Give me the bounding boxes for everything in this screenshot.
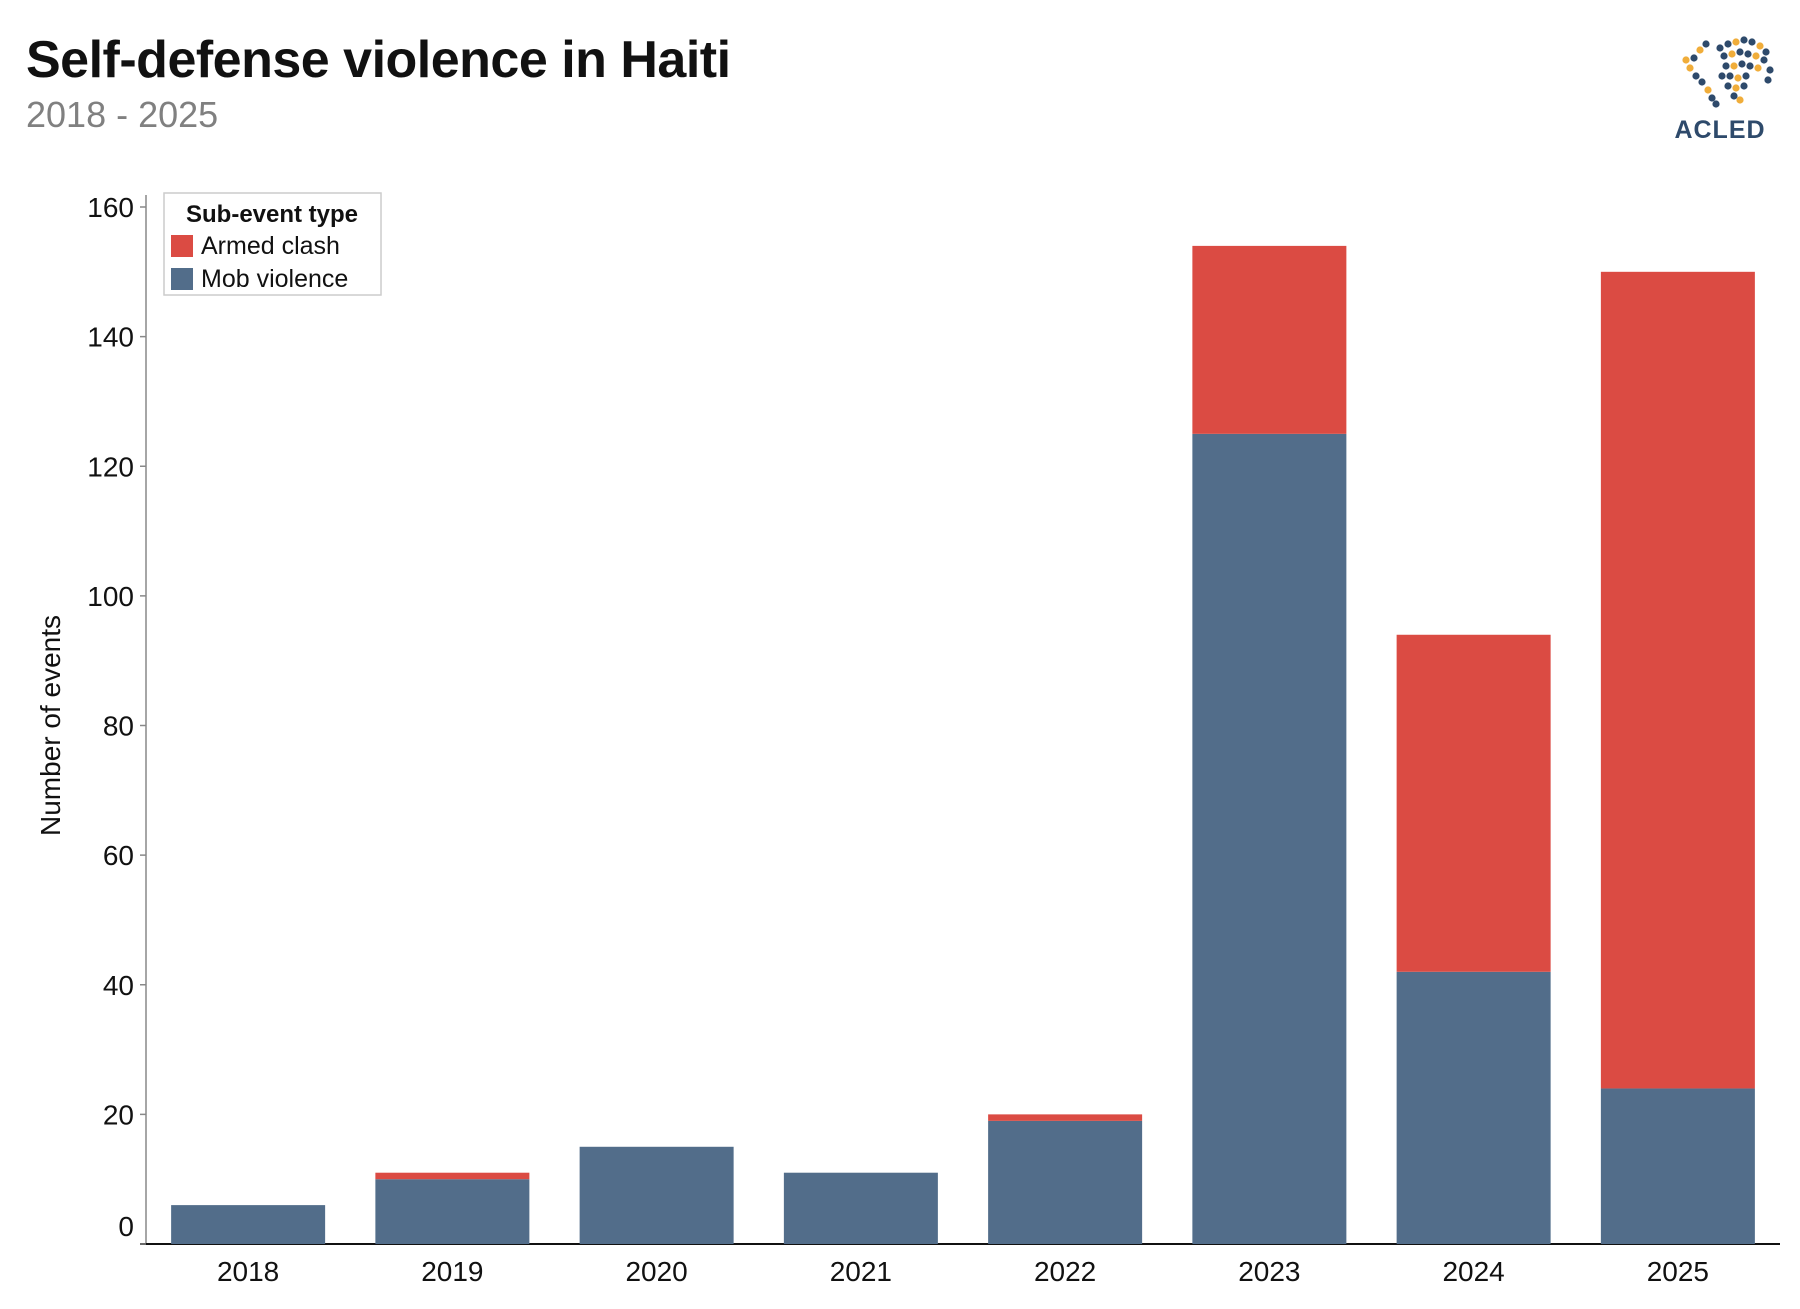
logo-dot xyxy=(1766,66,1774,74)
y-tick-label: 100 xyxy=(87,581,134,612)
legend-swatch xyxy=(171,268,193,290)
logo-dot xyxy=(1730,92,1738,100)
logo-dot xyxy=(1682,56,1690,64)
logo-dot xyxy=(1742,72,1750,80)
bar-mob-violence-2018 xyxy=(171,1205,326,1244)
logo-dot xyxy=(1696,46,1704,54)
logo-dot xyxy=(1698,78,1706,86)
bar-mob-violence-2021 xyxy=(783,1172,938,1244)
bar-armed-clash-2023 xyxy=(1192,245,1347,434)
logo-dot xyxy=(1692,72,1700,80)
y-tick-label: 80 xyxy=(103,711,134,742)
bar-mob-violence-2019 xyxy=(375,1179,530,1244)
y-tick-label: 60 xyxy=(103,840,134,871)
y-axis-label: Number of events xyxy=(35,615,66,836)
logo-dot xyxy=(1736,48,1744,56)
globe-dots-icon xyxy=(1682,36,1774,108)
x-tick-label: 2018 xyxy=(217,1256,279,1287)
bar-mob-violence-2023 xyxy=(1192,433,1347,1244)
legend-swatch xyxy=(171,235,193,257)
x-tick-label: 2023 xyxy=(1238,1256,1300,1287)
bar-armed-clash-2025 xyxy=(1600,271,1755,1089)
acled-logo: ACLED xyxy=(1660,30,1780,145)
y-tick-label: 20 xyxy=(103,1099,134,1130)
bar-armed-clash-2024 xyxy=(1396,634,1551,972)
bar-mob-violence-2020 xyxy=(579,1146,734,1244)
logo-dot xyxy=(1760,56,1768,64)
logo-dot xyxy=(1734,74,1742,82)
logo-dot xyxy=(1740,36,1748,44)
logo-dot xyxy=(1722,62,1730,70)
y-tick-label: 140 xyxy=(87,322,134,353)
logo-dot xyxy=(1728,50,1736,58)
logo-dot xyxy=(1762,48,1770,56)
logo-dot xyxy=(1716,44,1724,52)
logo-dot xyxy=(1764,76,1772,84)
bar-mob-violence-2025 xyxy=(1600,1088,1755,1244)
logo-dot xyxy=(1748,38,1756,46)
logo-dot xyxy=(1754,64,1762,72)
x-tick-label: 2025 xyxy=(1647,1256,1709,1287)
y-tick-label: 160 xyxy=(87,192,134,223)
logo-dot xyxy=(1712,100,1720,108)
y-tick-label: 0 xyxy=(118,1211,134,1242)
logo-dot xyxy=(1744,50,1752,58)
logo-dot xyxy=(1686,64,1694,72)
x-tick-label: 2020 xyxy=(625,1256,687,1287)
legend-box xyxy=(163,192,382,296)
logo-dot xyxy=(1756,42,1764,50)
logo-dot xyxy=(1726,72,1734,80)
x-tick-label: 2019 xyxy=(421,1256,483,1287)
bar-mob-violence-2022 xyxy=(988,1120,1143,1244)
logo-dot xyxy=(1724,82,1732,90)
x-tick-label: 2022 xyxy=(1034,1256,1096,1287)
y-tick-label: 120 xyxy=(87,451,134,482)
logo-dot xyxy=(1718,72,1726,80)
y-tick-label: 40 xyxy=(103,970,134,1001)
legend-item: Armed clash xyxy=(201,232,340,260)
logo-dot xyxy=(1732,84,1740,92)
logo-dot xyxy=(1746,62,1754,70)
x-tick-label: 2024 xyxy=(1442,1256,1504,1287)
chart-subtitle: 2018 - 2025 xyxy=(26,94,219,135)
bar-mob-violence-2024 xyxy=(1396,971,1551,1244)
chart-title: Self-defense violence in Haiti xyxy=(26,31,731,89)
logo-dot xyxy=(1736,96,1744,104)
logo-dot xyxy=(1738,60,1746,68)
logo-dot xyxy=(1730,62,1738,70)
legend-title: Sub-event type xyxy=(186,201,358,228)
bar-armed-clash-2019 xyxy=(375,1172,530,1180)
legend-item: Mob violence xyxy=(201,265,348,293)
logo-dot xyxy=(1740,82,1748,90)
x-tick-label: 2021 xyxy=(830,1256,892,1287)
logo-dot xyxy=(1690,54,1698,62)
logo-dot xyxy=(1702,40,1710,48)
logo-dot xyxy=(1720,52,1728,60)
logo-dot xyxy=(1708,94,1716,102)
logo-text: ACLED xyxy=(1674,116,1766,144)
logo-dot xyxy=(1724,40,1732,48)
logo-dot xyxy=(1704,86,1712,94)
logo-dot xyxy=(1752,52,1760,60)
logo-dot xyxy=(1732,38,1740,46)
bar-armed-clash-2022 xyxy=(988,1114,1143,1121)
